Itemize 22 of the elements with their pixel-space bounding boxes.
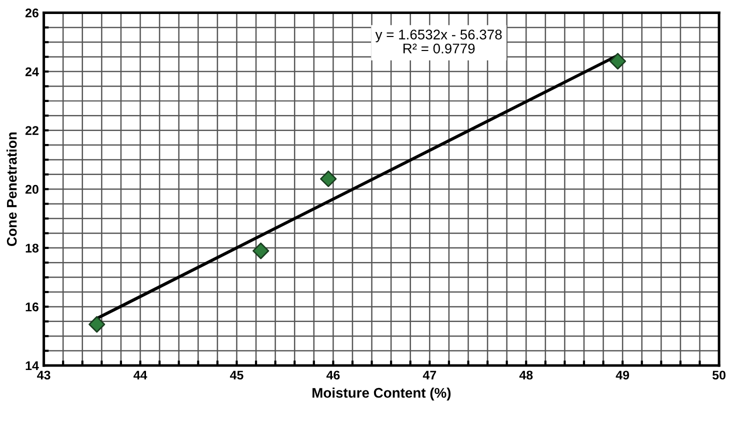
x-tick-label: 44 xyxy=(134,370,148,380)
x-tick-label: 49 xyxy=(616,370,630,380)
x-tick-label: 50 xyxy=(712,370,726,380)
y-tick-label: 16 xyxy=(26,302,38,312)
y-tick-label: 22 xyxy=(25,126,38,135)
y-tick-label: 26 xyxy=(25,8,38,18)
y-tick-label: 18 xyxy=(26,244,39,253)
x-tick-label: 43 xyxy=(37,370,50,380)
x-tick-label: 48 xyxy=(519,370,533,380)
x-tick-label: 47 xyxy=(422,370,436,380)
y-tick-label: 20 xyxy=(25,184,38,194)
y-tick-label: 14 xyxy=(26,361,39,370)
point xyxy=(609,52,626,70)
y-axis-title: Cone Penetration xyxy=(6,132,17,246)
x-tick-label: 45 xyxy=(230,370,244,380)
x-tick-label: 46 xyxy=(326,370,340,380)
point xyxy=(320,170,337,188)
x-axis-title: Moisture Content (%) xyxy=(312,388,451,401)
y-tick-label: 24 xyxy=(25,67,39,76)
annotation: y = 1.6532x - 56.378 R² = 0.9779 xyxy=(375,30,502,54)
point xyxy=(88,316,106,333)
point xyxy=(252,242,270,260)
